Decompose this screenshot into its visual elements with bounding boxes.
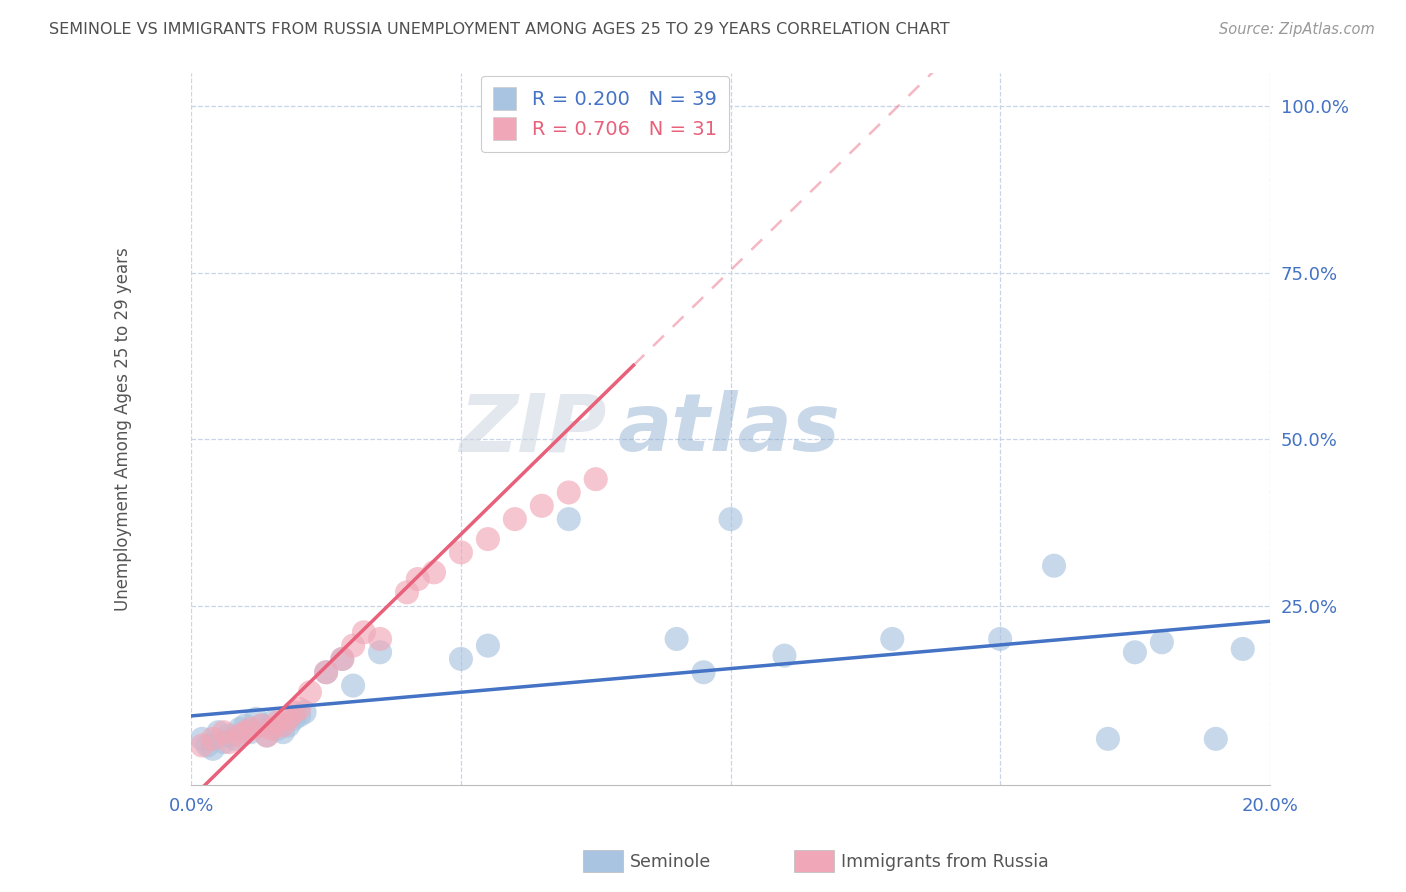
Point — [1097, 731, 1119, 746]
Point — [612, 99, 634, 113]
Point — [218, 735, 240, 749]
Point — [720, 512, 742, 526]
Point — [585, 472, 607, 486]
Point — [558, 485, 581, 500]
Point — [277, 718, 299, 732]
Point — [229, 722, 252, 736]
Point — [212, 725, 235, 739]
Point — [239, 725, 262, 739]
Point — [368, 632, 391, 646]
Point — [191, 739, 214, 753]
Point — [197, 739, 219, 753]
Point — [558, 512, 581, 526]
Point — [191, 731, 214, 746]
Point — [477, 639, 499, 653]
Point — [250, 718, 273, 732]
Point — [262, 715, 284, 730]
Point — [692, 665, 714, 680]
Point — [207, 725, 229, 739]
Point — [315, 665, 337, 680]
Point — [233, 718, 256, 732]
Text: Source: ZipAtlas.com: Source: ZipAtlas.com — [1219, 22, 1375, 37]
Point — [294, 705, 316, 719]
Text: ZIP: ZIP — [460, 390, 606, 468]
Point — [330, 652, 353, 666]
Point — [1123, 645, 1146, 659]
Text: SEMINOLE VS IMMIGRANTS FROM RUSSIA UNEMPLOYMENT AMONG AGES 25 TO 29 YEARS CORREL: SEMINOLE VS IMMIGRANTS FROM RUSSIA UNEMP… — [49, 22, 950, 37]
Point — [477, 532, 499, 546]
Point — [450, 545, 472, 559]
Point — [395, 585, 418, 599]
Point — [271, 718, 294, 732]
Point — [298, 685, 321, 699]
Point — [773, 648, 796, 663]
Point — [988, 632, 1011, 646]
Point — [1232, 642, 1254, 657]
Point — [277, 712, 299, 726]
Point — [201, 731, 224, 746]
Point — [271, 725, 294, 739]
Point — [201, 741, 224, 756]
Point — [368, 645, 391, 659]
Point — [250, 718, 273, 732]
Point — [245, 712, 267, 726]
Point — [288, 708, 311, 723]
Point — [530, 499, 553, 513]
Point — [1150, 635, 1173, 649]
Point — [256, 729, 278, 743]
Point — [224, 731, 246, 746]
Point — [450, 652, 472, 666]
Point — [882, 632, 904, 646]
Point — [353, 625, 375, 640]
Point — [342, 679, 364, 693]
Point — [239, 722, 262, 736]
Point — [406, 572, 429, 586]
Point — [266, 715, 288, 730]
Point — [330, 652, 353, 666]
Point — [665, 632, 688, 646]
Point — [288, 702, 311, 716]
Text: Immigrants from Russia: Immigrants from Russia — [841, 853, 1049, 871]
Point — [1205, 731, 1227, 746]
Legend: R = 0.200   N = 39, R = 0.706   N = 31: R = 0.200 N = 39, R = 0.706 N = 31 — [481, 76, 728, 152]
Point — [218, 729, 240, 743]
Point — [262, 722, 284, 736]
Y-axis label: Unemployment Among Ages 25 to 29 years: Unemployment Among Ages 25 to 29 years — [114, 247, 132, 611]
Point — [423, 566, 446, 580]
Point — [503, 512, 526, 526]
Point — [256, 729, 278, 743]
Text: Seminole: Seminole — [630, 853, 711, 871]
Point — [266, 722, 288, 736]
Text: atlas: atlas — [617, 390, 839, 468]
Point — [315, 665, 337, 680]
Point — [212, 735, 235, 749]
Point — [283, 705, 305, 719]
Point — [233, 725, 256, 739]
Point — [229, 729, 252, 743]
Point — [1043, 558, 1066, 573]
Point — [342, 639, 364, 653]
Point — [283, 712, 305, 726]
